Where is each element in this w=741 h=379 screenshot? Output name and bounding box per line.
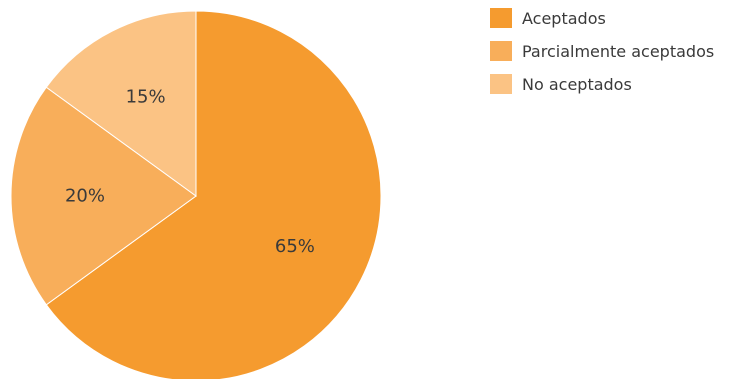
legend-item-aceptados: Aceptados [490, 8, 714, 28]
legend-label-parcialmente-aceptados: Parcialmente aceptados [522, 41, 715, 61]
legend-item-parcialmente-aceptados: Parcialmente aceptados [490, 41, 714, 61]
slice-label-no-aceptados: 15% [126, 87, 166, 108]
pie-slices [10, 10, 382, 379]
pie-slice-no-aceptados [45, 10, 197, 197]
legend-swatch-no-aceptados [490, 74, 512, 94]
legend-label-aceptados: Aceptados [522, 8, 606, 28]
slice-label-aceptados: 65% [275, 236, 315, 257]
legend-swatch-parcialmente-aceptados [490, 41, 512, 61]
legend-label-no-aceptados: No aceptados [522, 74, 632, 94]
chart-legend: Aceptados Parcialmente aceptados No acep… [490, 8, 714, 107]
slice-label-parcialmente-aceptados: 20% [65, 186, 105, 207]
legend-swatch-aceptados [490, 8, 512, 28]
pie-slice-aceptados [45, 10, 382, 379]
pie-slice-parcialmente-aceptados [10, 86, 197, 306]
pie-slice-labels: 65% 20% 15% [65, 87, 315, 257]
legend-item-no-aceptados: No aceptados [490, 74, 714, 94]
